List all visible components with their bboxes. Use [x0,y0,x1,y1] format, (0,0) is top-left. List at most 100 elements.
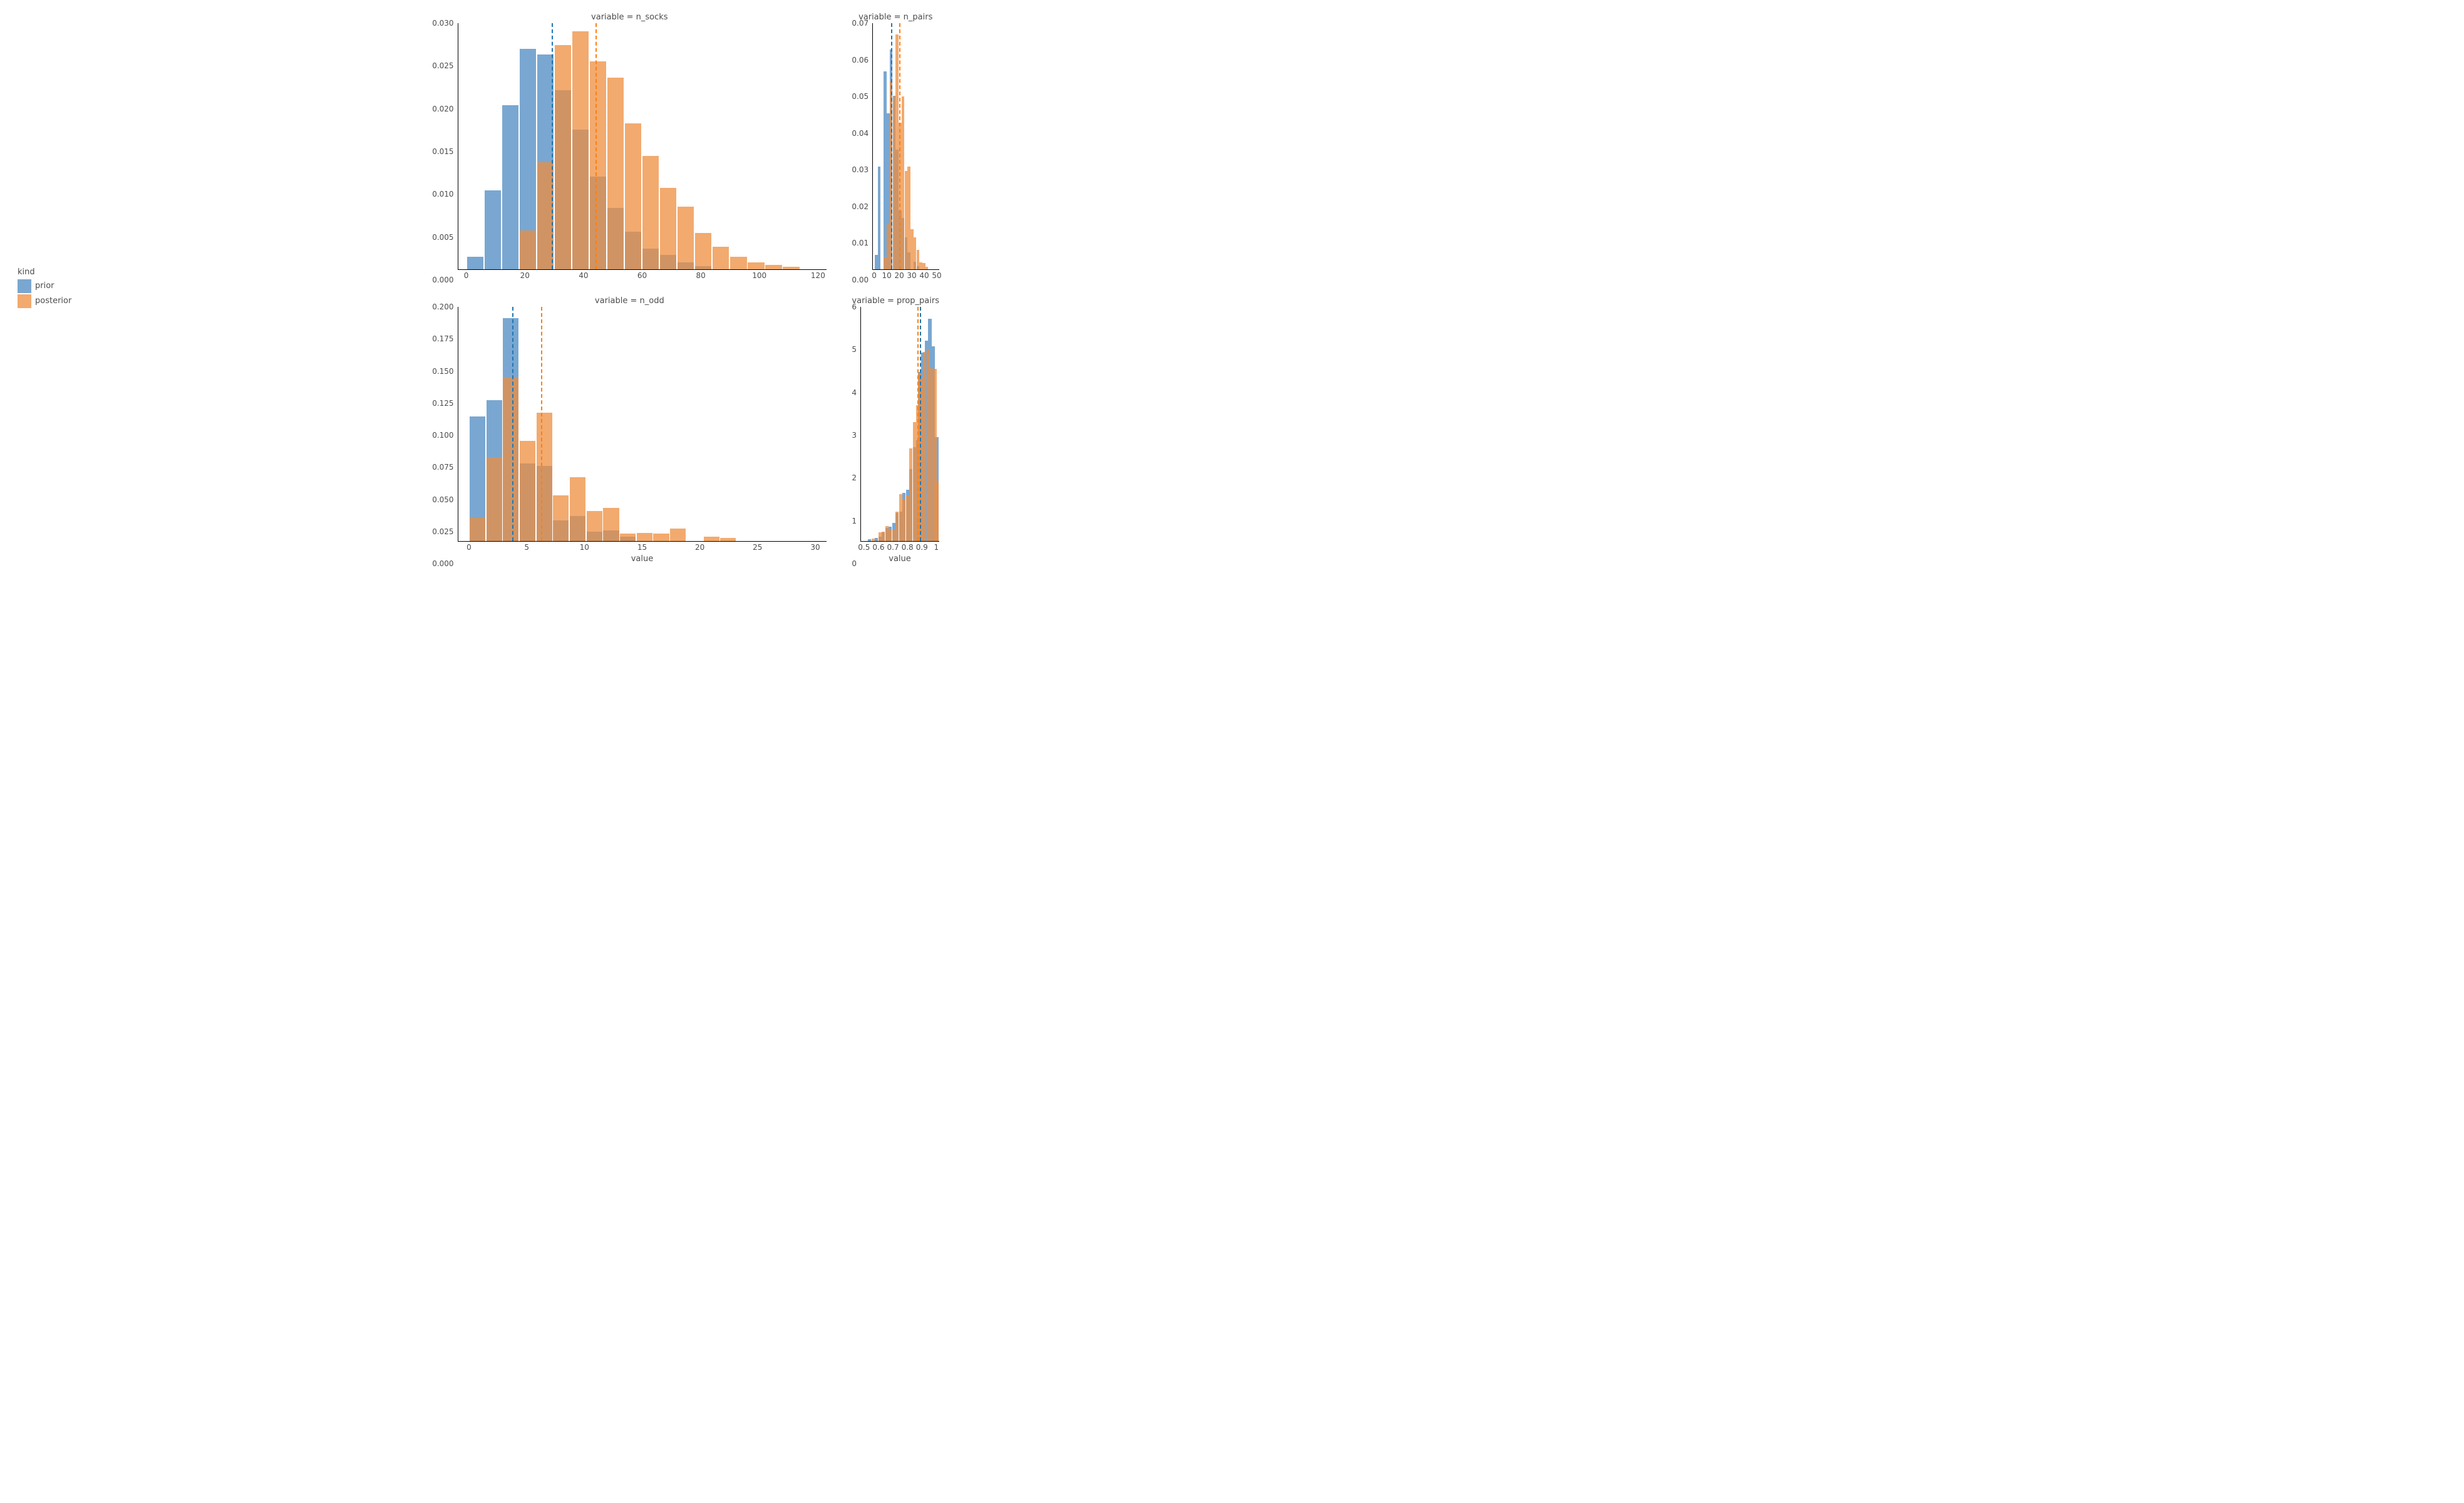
bar-posterior [704,537,719,541]
x-tick-label: 25 [753,543,762,552]
x-label: value [860,554,939,564]
x-tick-label: 40 [919,271,929,280]
legend-label: prior [35,281,54,291]
y-axis: 0.0000.0050.0100.0150.0200.0250.030 [432,23,457,280]
y-tick [860,360,861,361]
bar-posterior [487,457,502,541]
median-line-prior [552,23,553,269]
bar-prior [878,167,880,269]
bar-posterior [927,349,930,541]
x-tick-label: 20 [894,271,904,280]
x-tick-label: 20 [520,271,530,280]
x-tick-label: 30 [907,271,916,280]
x-tick-label: 0.9 [916,543,928,552]
bar-posterior [625,123,641,269]
y-tick [860,540,861,541]
bar-posterior [889,530,892,541]
y-tick [872,45,873,46]
bar-posterior [783,267,799,269]
x-axis: 0 5 10 15 20 25 30 [458,542,827,552]
bar-posterior [555,45,571,269]
bar-posterior [572,31,589,269]
x-tick-label: 1 [934,543,939,552]
bar-posterior [902,500,905,541]
bar-posterior [885,526,889,541]
median-line-posterior [917,307,919,541]
legend: kind prior posterior [13,267,407,309]
bar-posterior [895,512,899,541]
y-tick [860,396,861,397]
bar-posterior [930,368,933,541]
y-tick [872,109,873,110]
bar-posterior [607,78,624,269]
bar-posterior [913,422,916,541]
bar-posterior [587,511,602,541]
bar-posterior [906,495,909,541]
x-tick-label: 30 [810,543,820,552]
median-line-prior [512,307,513,541]
median-line-prior [891,23,892,269]
y-tick [860,432,861,433]
x-tick-label: 0 [872,271,877,280]
bar-posterior [653,534,669,541]
bar-prior [875,538,878,541]
plot-area [872,23,939,270]
bar-posterior [520,230,536,269]
bar-posterior [879,532,882,541]
bar-posterior [520,441,535,541]
x-tick-label: 20 [695,543,704,552]
bar-prior [502,105,518,269]
y-tick [860,324,861,325]
bar-posterior [923,352,926,541]
y-axis: 0123456 [852,307,860,564]
x-tick-label: 15 [637,543,647,552]
bar-posterior [713,247,729,269]
bar-posterior [660,188,676,269]
bar-prior [485,190,501,269]
bar-prior [868,539,871,541]
y-tick [872,141,873,142]
x-axis: 01020304050 [872,270,939,280]
panel-title: variable = n_socks [432,13,827,22]
legend-label: posterior [35,296,71,306]
x-tick-label: 10 [580,543,589,552]
bar-posterior [899,494,902,541]
x-tick-label: 0.7 [887,543,899,552]
x-tick-label: 120 [811,271,825,280]
x-tick-label: 0.6 [872,543,884,552]
bar-posterior [765,265,781,269]
x-tick-label: 5 [524,543,529,552]
bar-posterior [603,508,619,541]
bar-posterior [695,233,711,269]
bar-posterior [872,539,875,541]
x-tick-label: 80 [696,271,705,280]
y-axis: 0.0000.0250.0500.0750.1000.1250.1500.175… [432,307,457,564]
bar-posterior [892,530,895,541]
panel-prop-pairs: variable = prop_pairs 0123456 0.50.60.70… [852,296,939,564]
x-axis: 020406080100120 [458,270,827,280]
y-tick [860,504,861,505]
x-tick-label: 0 [467,543,472,552]
plot-area [458,23,827,270]
bar-posterior [570,477,585,541]
x-tick-label: 0.8 [902,543,914,552]
panel-n-socks: variable = n_socks 0.0000.0050.0100.0150… [432,13,827,280]
x-tick-label: 0 [464,271,469,280]
x-axis: 0.50.60.70.80.9 1 [860,542,939,552]
x-tick-label: 0.5 [858,543,870,552]
figure-grid: variable = n_socks 0.0000.0050.0100.0150… [13,13,939,564]
bar-posterior [748,262,764,269]
y-tick [872,77,873,78]
bar-posterior [670,529,686,541]
bar-prior [467,257,483,269]
legend-title: kind [18,267,407,277]
y-tick [860,468,861,469]
swatch-posterior [18,294,31,308]
median-line-posterior [541,307,542,541]
bar-posterior [553,495,569,541]
x-tick-label: 100 [752,271,766,280]
panel-n-pairs: variable = n_pairs 0.000.010.020.030.040… [852,13,939,280]
x-tick-label: 60 [637,271,647,280]
panel-n-odd: variable = n_odd 0.0000.0250.0500.0750.1… [432,296,827,564]
bar-posterior [925,267,928,269]
